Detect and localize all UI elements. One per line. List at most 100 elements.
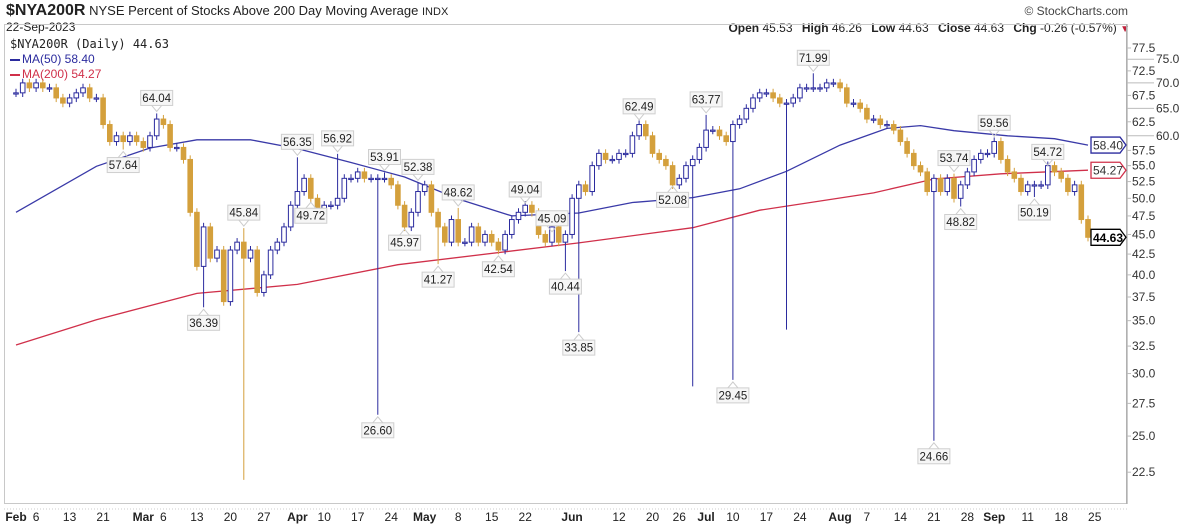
candle-body (770, 92, 776, 99)
candle-body (395, 184, 401, 206)
candle (736, 114, 743, 129)
y-tag-box (1090, 136, 1127, 154)
candle (100, 93, 106, 129)
candle (629, 131, 636, 158)
price-annotation: 26.60 (361, 416, 395, 439)
annotation-label: 56.92 (323, 133, 352, 145)
price-annotation: 57.64 (106, 150, 140, 174)
candle-body (100, 97, 106, 126)
candle-body (234, 241, 240, 251)
x-tick-label: 20 (646, 510, 660, 524)
annotation-box (280, 133, 314, 150)
annotation-box (106, 157, 140, 174)
candle (254, 245, 260, 297)
y-tag-box (1090, 161, 1127, 179)
ma200-line (15, 169, 1089, 346)
candle-body (710, 129, 716, 132)
candle (703, 114, 709, 152)
x-tick-label: 24 (793, 510, 807, 524)
candle-body (589, 165, 596, 193)
annotation-box (368, 148, 401, 165)
candle (636, 120, 642, 140)
candle-body (468, 226, 475, 243)
annotation-box (977, 114, 1011, 131)
candle (33, 78, 39, 92)
annotation-pointer (546, 225, 558, 233)
x-tick-label: 21 (96, 510, 110, 524)
ma200-swatch (10, 73, 20, 76)
candle-body (281, 226, 287, 243)
candle-body (743, 107, 750, 120)
candle-body (696, 146, 703, 160)
annotation-pointer (117, 150, 129, 158)
candle-body (301, 177, 307, 193)
candle (381, 172, 388, 183)
annotation-label: 40.44 (551, 282, 580, 294)
annotation-label: 26.60 (363, 425, 392, 437)
candle-body (53, 87, 60, 99)
candle (576, 180, 582, 333)
annotation-label: 45.97 (390, 238, 419, 250)
candle-body (951, 177, 957, 199)
candle-body (750, 97, 756, 109)
annotation-label: 54.72 (1033, 147, 1062, 159)
candle (790, 93, 797, 108)
candle-body (502, 233, 508, 251)
annotation-box (548, 278, 582, 295)
candle-body (944, 177, 951, 193)
candle-body (676, 177, 683, 186)
annotation-label: 36.39 (189, 318, 218, 330)
price-annotation: 36.39 (187, 308, 221, 331)
x-tick-label: 24 (385, 510, 399, 524)
y-tag-label: 44.63 (1093, 231, 1123, 245)
candle (261, 270, 267, 297)
annotation-pointer (412, 174, 424, 182)
candle (978, 149, 984, 164)
candle-body (817, 87, 823, 90)
x-tick-label: Jun (561, 510, 582, 524)
price-annotation: 63.77 (689, 91, 723, 114)
candle (348, 174, 354, 183)
annotation-label: 49.04 (511, 184, 540, 196)
candle (46, 83, 53, 92)
candle (80, 83, 86, 97)
candle-body (80, 87, 86, 94)
annotation-box (656, 191, 690, 208)
candle (1011, 167, 1018, 183)
candle (187, 155, 193, 217)
candle-body (797, 87, 803, 99)
annotation-label: 45.84 (229, 208, 258, 220)
price-annotation: 33.85 (562, 333, 596, 356)
annotation-label: 42.54 (484, 264, 513, 276)
candle-body (33, 82, 39, 89)
candle-body (1031, 184, 1038, 187)
candle (649, 131, 656, 158)
candle (964, 167, 971, 190)
candle (502, 230, 508, 255)
candle (864, 104, 870, 124)
candle-body (998, 141, 1004, 160)
legend-main: $NYA200R (Daily) 44.63 (10, 37, 169, 51)
candle (984, 149, 991, 158)
candle-body (509, 219, 515, 235)
candle (448, 215, 455, 247)
candle (214, 245, 220, 263)
candle (897, 126, 904, 146)
candle (86, 83, 93, 103)
candle (1018, 174, 1024, 196)
y-tick-label: 70.0 (1156, 76, 1180, 90)
candle-body (870, 118, 877, 121)
candle-body (984, 152, 991, 156)
candle-body (663, 158, 669, 167)
candle (884, 120, 890, 129)
candle (19, 78, 26, 97)
annotation-label: 56.35 (283, 137, 312, 149)
candle-body (107, 124, 113, 143)
candle (582, 180, 589, 196)
x-tick-label: 13 (190, 510, 204, 524)
candle (1071, 180, 1078, 196)
candle (917, 161, 924, 177)
candle (194, 208, 200, 271)
price-annotation: 50.19 (1017, 198, 1051, 221)
